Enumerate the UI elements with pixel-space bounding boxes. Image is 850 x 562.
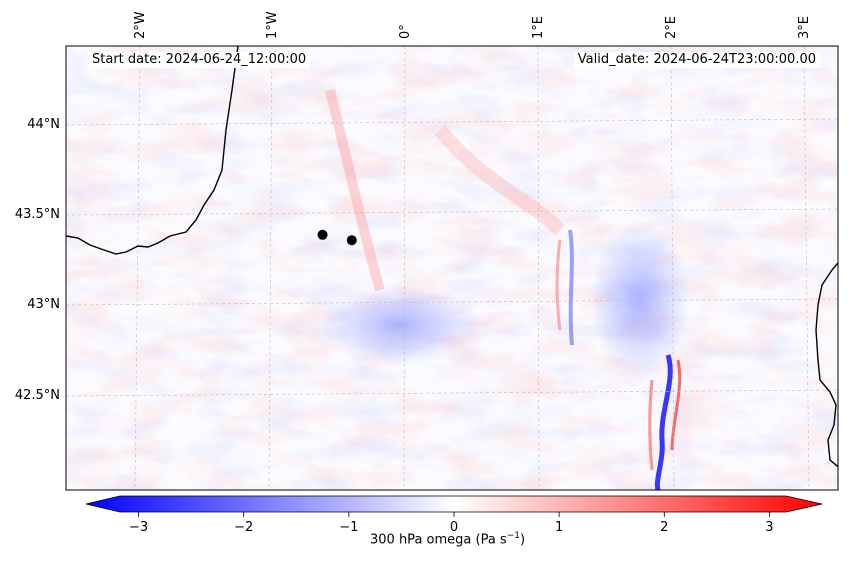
- meridian-line: [803, 45, 810, 491]
- meridian-line: [134, 45, 141, 491]
- colorbar-tick-label: 1: [555, 520, 564, 535]
- parallel-line: [65, 389, 839, 397]
- latitude-tick-label: 43°N: [27, 297, 60, 312]
- longitude-tick-label: 1°W: [265, 11, 280, 39]
- meridian-line: [670, 45, 675, 491]
- colorbar-tick-label: 3: [765, 520, 774, 535]
- colorbar-tick-label: 0: [449, 520, 459, 535]
- colorbar-tick-label: −2: [234, 520, 254, 535]
- colorbar: [85, 495, 823, 517]
- map-field: [66, 46, 838, 490]
- station-marker: [317, 229, 328, 240]
- meridian-line: [403, 45, 406, 491]
- colorbar-tick-label: 2: [660, 520, 669, 535]
- colorbar-tick-label: −1: [339, 520, 359, 535]
- colorbar-tick-label: −3: [128, 520, 149, 535]
- longitude-tick-label: 3°E: [797, 16, 812, 39]
- longitude-tick-label: 2°E: [664, 16, 679, 39]
- parallel-line: [65, 208, 839, 216]
- latitude-tick-label: 43.5°N: [14, 207, 60, 222]
- parallel-line: [65, 298, 839, 306]
- longitude-tick-label: 2°W: [133, 11, 148, 39]
- meridian-line: [268, 45, 273, 491]
- longitude-tick-label: 1°E: [531, 16, 546, 39]
- longitude-tick-label: 0°: [398, 24, 413, 39]
- coastline: [66, 46, 838, 468]
- valid-date-label: Valid_date: 2024-06-24T23:00:00.00: [573, 52, 820, 68]
- parallel-line: [65, 118, 839, 126]
- station-marker: [346, 235, 357, 246]
- start-date-label: Start date: 2024-06-24_12:00:00: [88, 52, 311, 68]
- meridian-line: [537, 45, 540, 491]
- latitude-tick-label: 42.5°N: [14, 388, 60, 403]
- map-frame: [65, 45, 839, 491]
- graticule: [65, 45, 839, 491]
- station-points: [317, 229, 357, 246]
- latitude-tick-label: 44°N: [27, 117, 60, 132]
- colorbar-title: 300 hPa omega (Pa s−1): [370, 531, 526, 548]
